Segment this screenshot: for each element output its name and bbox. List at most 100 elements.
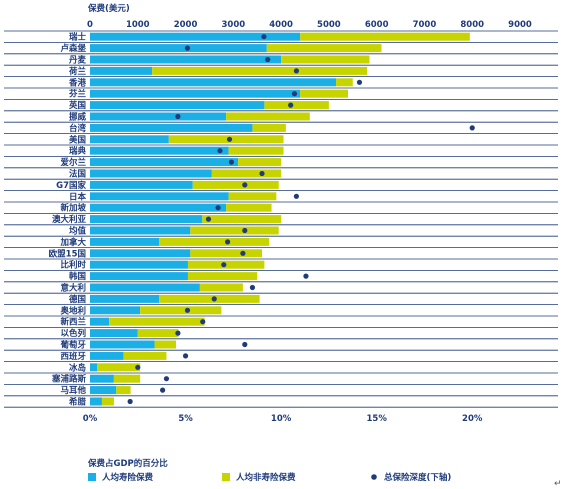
bar-life (90, 397, 102, 406)
depth-dot (217, 148, 223, 154)
bar-nonlife (264, 101, 329, 110)
depth-dot (184, 307, 191, 313)
bar-nonlife (123, 351, 167, 360)
bar-nonlife (137, 329, 179, 338)
bar-life (90, 192, 229, 201)
country-label: 以色列 (60, 328, 86, 339)
chart-row: 塞浦路斯 (4, 374, 558, 385)
top-axis-title: 保费(美元) (87, 3, 130, 14)
chart-row: 香港 (4, 77, 558, 89)
legend-label: 总保险深度(下轴) (384, 472, 451, 483)
bar-nonlife (109, 317, 205, 326)
bottom-tick-label: 15% (366, 414, 387, 424)
depth-dot (184, 45, 191, 51)
depth-dot (200, 319, 206, 325)
bar-life (90, 101, 265, 110)
bar-life (90, 135, 169, 144)
legend-item: 总保险深度(下轴) (371, 472, 451, 483)
chart-row: 瑞士 (4, 32, 558, 43)
country-label: 卢森堡 (60, 43, 86, 54)
country-label: 台湾 (69, 123, 87, 134)
country-label: G7国家 (56, 180, 86, 191)
country-label: 美国 (69, 134, 86, 145)
depth-dot (127, 398, 133, 405)
bar-life (90, 55, 282, 64)
depth-dot (242, 182, 248, 188)
country-label: 冰岛 (69, 362, 86, 373)
depth-dot (242, 341, 248, 348)
top-tick-label: 7000 (413, 20, 437, 30)
chart-row: G7国家 (4, 180, 558, 192)
country-label: 爱尔兰 (60, 157, 86, 168)
chart-row: 挪威 (4, 112, 558, 123)
depth-dot (135, 364, 141, 370)
depth-dot (288, 102, 294, 108)
country-label: 希腊 (69, 397, 87, 408)
bar-life (90, 215, 203, 224)
bar-life (90, 180, 193, 189)
bar-life (90, 78, 337, 87)
chart-row: 意大利 (4, 283, 558, 294)
chart-row: 澳大利亚 (4, 214, 558, 226)
chart-row: 美国 (4, 134, 558, 146)
chart-row: 英国 (4, 100, 558, 112)
country-label: 韩国 (69, 271, 86, 282)
chart-row: 韩国 (4, 271, 558, 283)
bar-life (90, 203, 227, 212)
country-label: 香港 (68, 77, 87, 88)
depth-dot (259, 170, 265, 177)
top-tick-label: 9000 (508, 20, 532, 30)
chart-row: 加拿大 (4, 237, 558, 249)
country-label: 丹麦 (69, 55, 87, 66)
depth-dot (356, 79, 363, 85)
bar-nonlife (152, 66, 368, 75)
bar-life (90, 146, 229, 155)
country-label: 瑞士 (69, 32, 87, 43)
country-label: 均值 (69, 226, 87, 237)
country-label: 挪威 (69, 112, 87, 123)
bar-nonlife (159, 237, 270, 246)
bar-nonlife (190, 249, 262, 258)
country-label: 西班牙 (60, 351, 86, 362)
legend-item: 人均寿险保费 (88, 472, 154, 483)
legend: 人均寿险保费 人均非寿险保费 总保险深度(下轴) (88, 472, 451, 483)
bar-life (90, 340, 155, 349)
bar-life (90, 294, 160, 303)
bar-life (90, 363, 98, 372)
depth-dot (293, 193, 299, 199)
country-label: 芬兰 (68, 89, 87, 100)
bar-nonlife (238, 158, 282, 167)
chart-row: 丹麦 (4, 55, 558, 66)
legend-label: 人均寿险保费 (102, 472, 154, 483)
depth-dot (303, 273, 309, 279)
bar-life (90, 66, 153, 75)
chart-row: 台湾 (4, 123, 558, 135)
bar-life (90, 237, 160, 246)
chart-row: 新西兰 (4, 317, 558, 328)
bar-nonlife (154, 340, 176, 349)
bar-nonlife (187, 272, 258, 281)
depth-dot (291, 91, 298, 97)
chart-row: 冰岛 (4, 362, 558, 374)
chart-row: 瑞典 (4, 146, 558, 157)
country-label: 澳大利亚 (52, 214, 87, 225)
bar-life (90, 44, 267, 53)
top-tick-label: 3000 (221, 20, 245, 30)
chart-row: 日本 (4, 191, 558, 203)
bar-life (90, 249, 191, 258)
bar-life (90, 386, 117, 395)
country-label: 意大利 (60, 283, 86, 294)
bar-nonlife (336, 78, 353, 87)
depth-dot (211, 296, 217, 302)
bar-nonlife (266, 44, 382, 53)
depth-dot (215, 205, 221, 211)
bar-nonlife (168, 135, 284, 144)
bar-nonlife (226, 203, 272, 212)
chart-row: 西班牙 (4, 351, 558, 363)
country-label: 欧盟15国 (49, 248, 86, 259)
chart-row: 均值 (4, 226, 558, 237)
depth-dot (228, 159, 235, 165)
legend-square-marker (88, 473, 96, 481)
depth-dot (205, 216, 212, 222)
bar-life (90, 283, 200, 292)
